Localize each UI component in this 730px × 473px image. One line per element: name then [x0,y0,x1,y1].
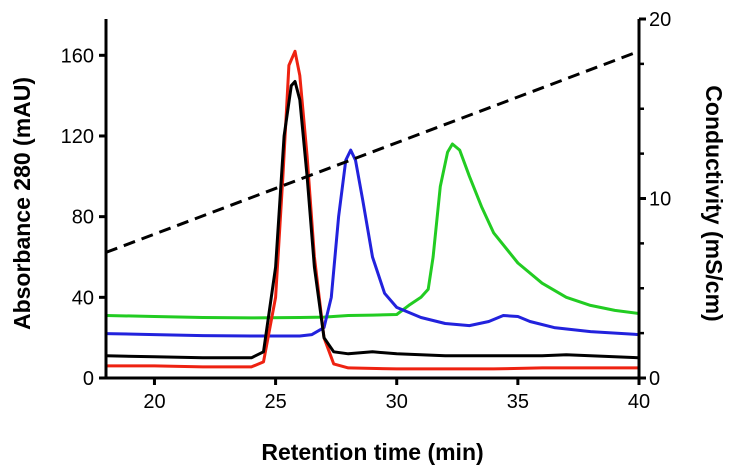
y2-tick-label: 10 [649,189,671,211]
x-tick-label: 30 [386,391,408,413]
series-line-5 [105,49,640,254]
x-tick-label: 25 [264,391,286,413]
y2-tick-label: 0 [649,368,660,390]
x-axis-title: Retention time (min) [261,439,483,465]
y-tick-label: 0 [83,368,94,390]
y-tick-label: 80 [72,207,94,229]
y2-tick-label: 20 [649,9,671,31]
plot-lines [104,49,641,371]
series-line-1 [104,142,641,320]
y-tick-label: 40 [72,287,94,309]
axes [99,17,646,385]
y-tick-label: 120 [61,126,94,148]
x-tick-label: 35 [507,391,529,413]
series-line-4 [104,80,641,360]
series-line-2 [104,148,641,338]
series-line-3 [104,49,641,371]
x-tick-label: 40 [628,391,650,413]
x-tick-label: 20 [143,391,165,413]
y-tick-label: 160 [61,45,94,67]
y-axis-title: Absorbance 280 (mAU) [9,77,35,330]
y2-axis-title: Conductivity (mS/cm) [701,85,727,321]
